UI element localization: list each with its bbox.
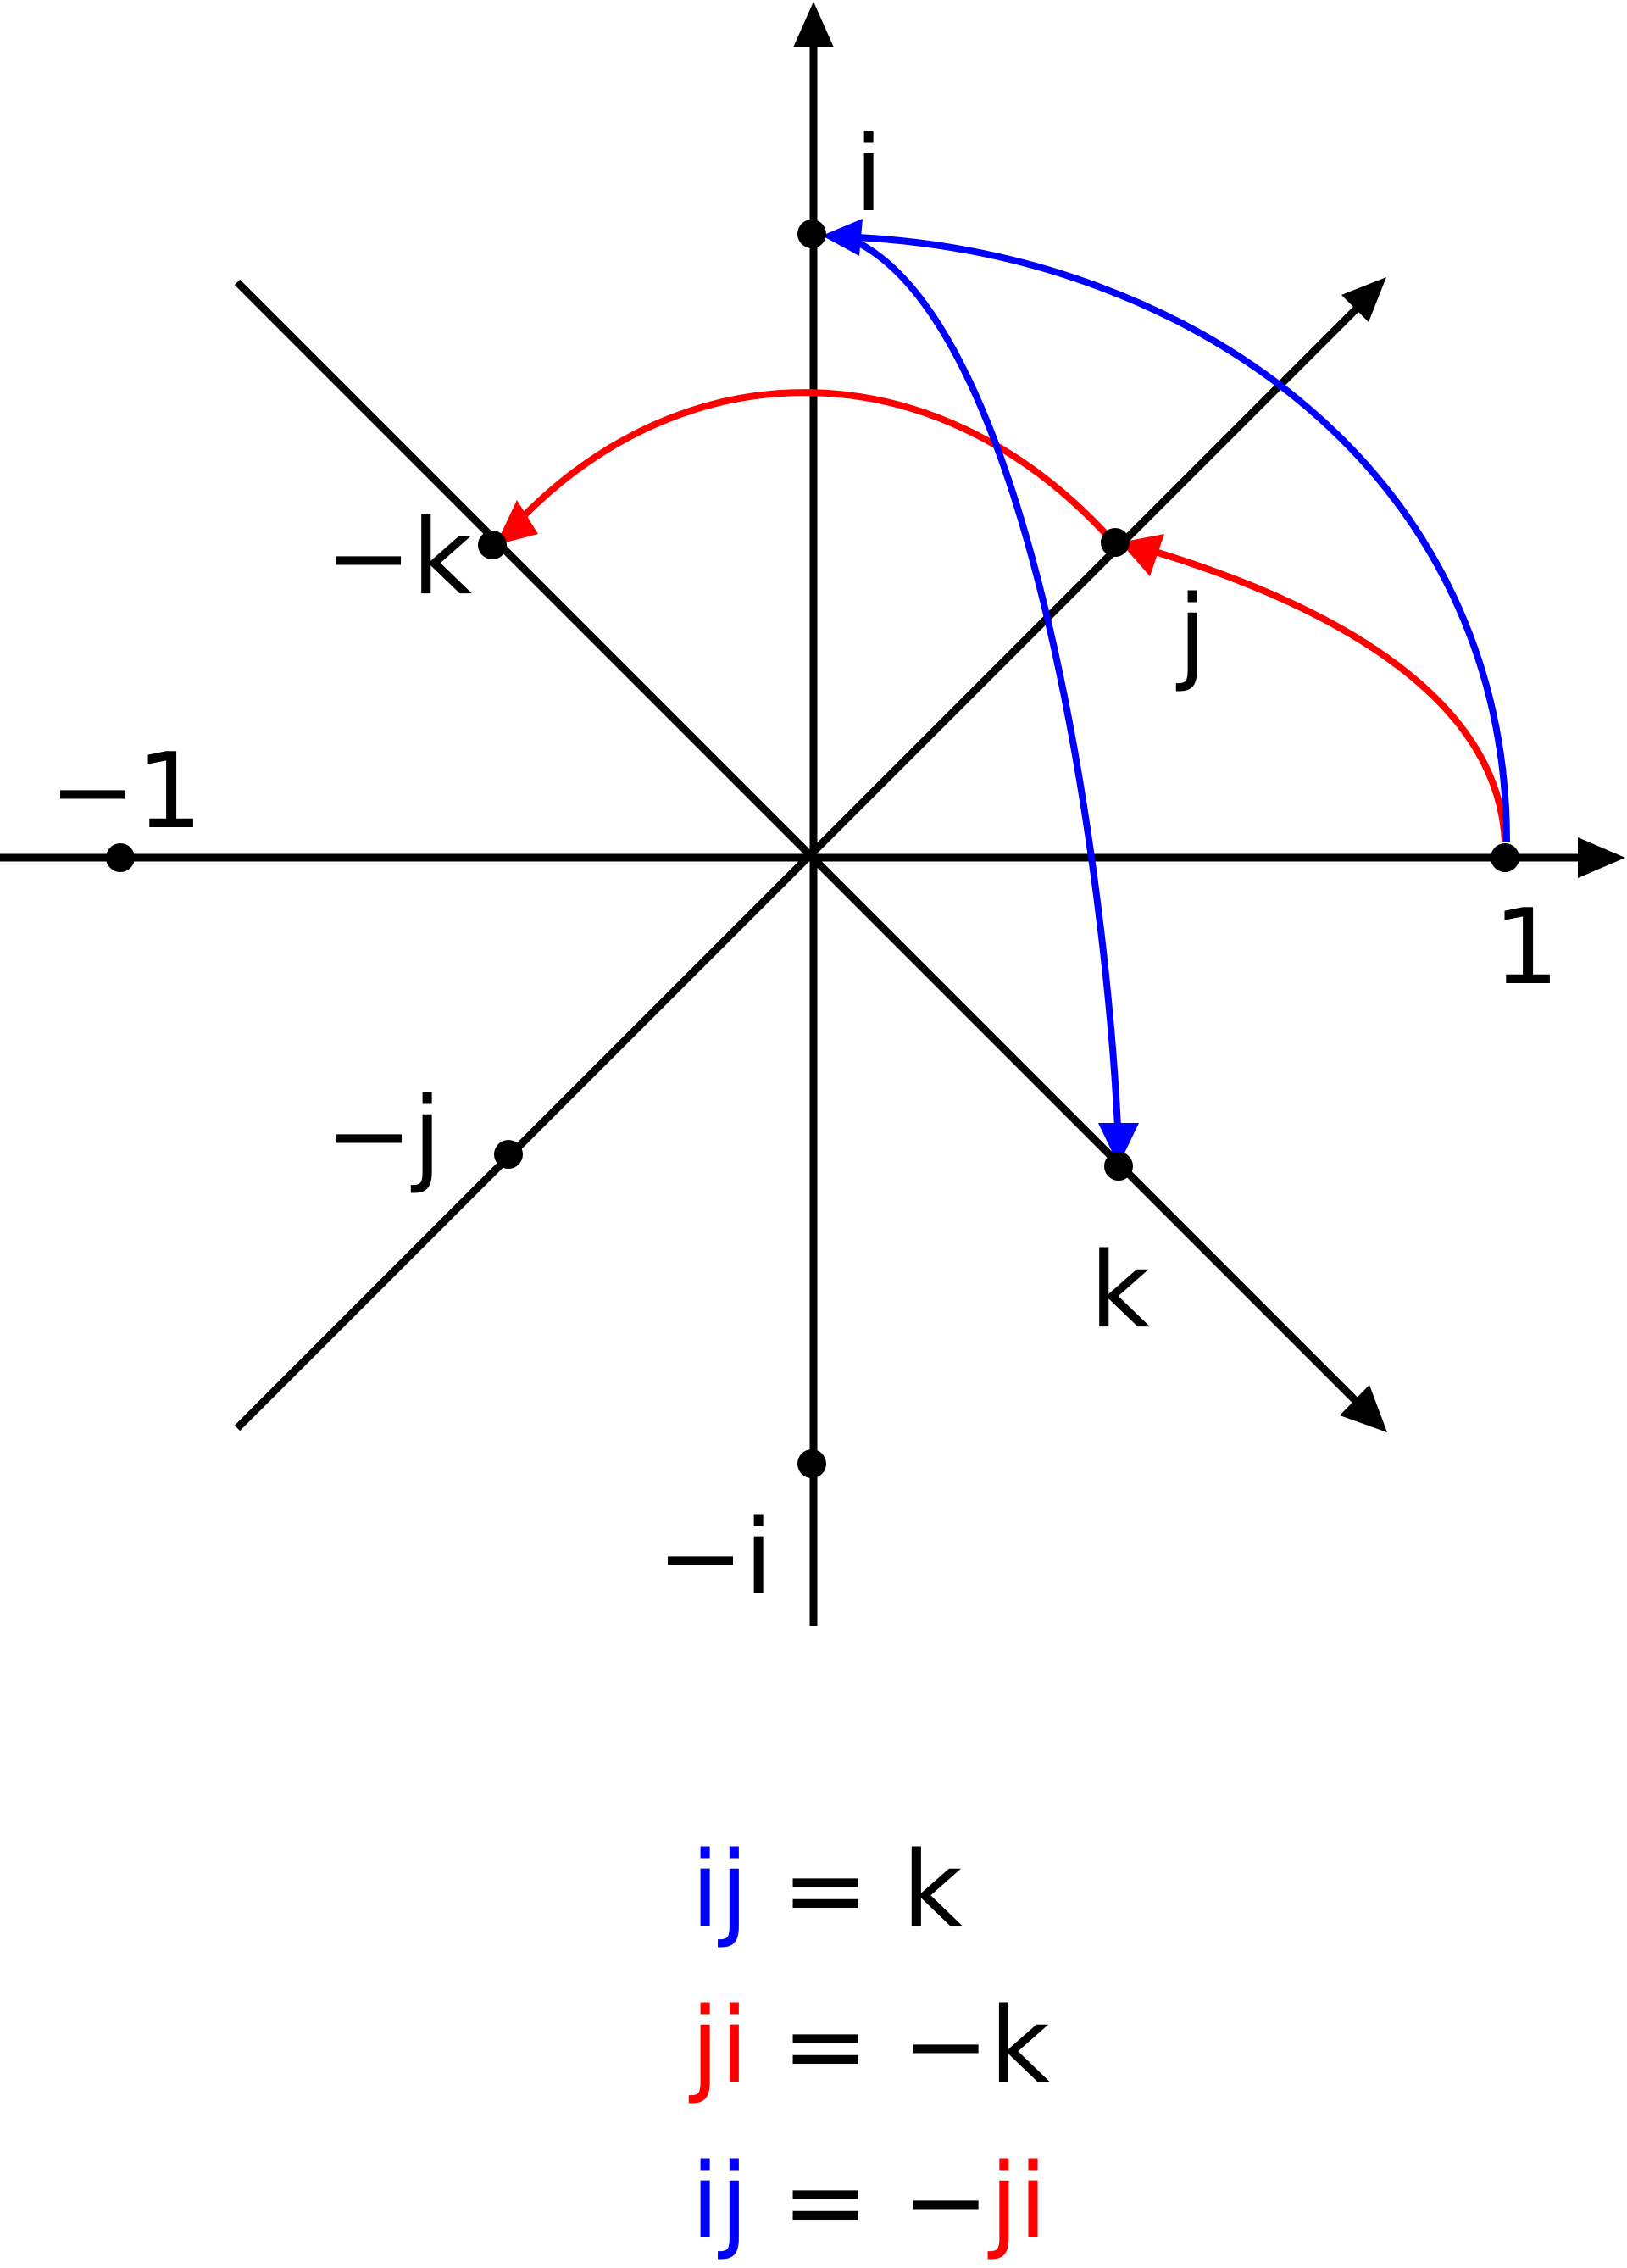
- point-labels: 1 −1 i −i j −j k −k: [49, 114, 1559, 1619]
- real-axis-arrowhead: [1578, 837, 1625, 878]
- label-one: 1: [1493, 887, 1559, 1009]
- equation-ji-eq-neg-k: ji = −k: [688, 1986, 1050, 2107]
- axes: [0, 38, 1593, 1626]
- point-neg-one: [106, 843, 135, 872]
- arc-one-to-i-arrowhead: [822, 219, 863, 256]
- point-i: [797, 220, 826, 248]
- axis-arrowheads: [793, 2, 1625, 1432]
- point-neg-k: [478, 531, 507, 559]
- k-axis: [234, 279, 1363, 1409]
- j-axis-arrowhead: [1341, 277, 1386, 322]
- label-k: k: [1090, 1231, 1150, 1352]
- point-one: [1491, 843, 1519, 872]
- point-neg-j: [494, 1140, 523, 1169]
- label-j: j: [1175, 574, 1207, 695]
- label-neg-j: −j: [325, 1076, 441, 1197]
- arc-one-to-j-arrowhead: [1120, 534, 1164, 576]
- points: [106, 220, 1519, 1478]
- arc-i-to-k: [854, 238, 1139, 1165]
- label-neg-i: −i: [657, 1498, 773, 1619]
- k-axis-arrowhead: [1340, 1385, 1387, 1432]
- arc-i-to-k-arrowhead: [1098, 1123, 1139, 1165]
- arc-one-to-j: [1120, 534, 1508, 842]
- equation-ij-eq-k: ij = k: [691, 1830, 963, 1951]
- j-axis: [234, 297, 1368, 1431]
- point-j: [1101, 528, 1130, 557]
- i-axis-arrowhead: [793, 2, 834, 47]
- arc-j-to-neg-k: [496, 389, 1108, 545]
- equation-ij-eq-neg-ji: ij = −ji: [691, 2142, 1047, 2263]
- label-i: i: [854, 114, 883, 236]
- arc-j-to-neg-k-arrowhead: [496, 500, 538, 545]
- label-neg-k: −k: [325, 498, 472, 619]
- equations: ij = k ji = −k ij = −ji: [688, 1830, 1050, 2263]
- label-neg-one: −1: [49, 731, 203, 853]
- point-k: [1104, 1152, 1133, 1181]
- arc-one-to-i: [822, 219, 1510, 842]
- point-neg-i: [797, 1449, 826, 1478]
